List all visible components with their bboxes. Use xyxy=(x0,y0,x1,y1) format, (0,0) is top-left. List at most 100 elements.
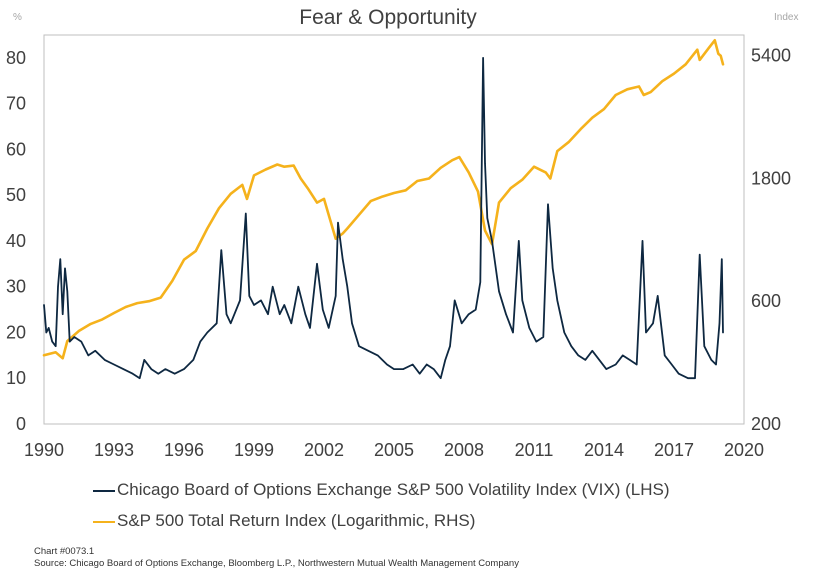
sp500-point-23 xyxy=(283,166,285,168)
left-y-tick-label-80: 80 xyxy=(6,48,26,68)
sp500-point-36 xyxy=(405,189,407,191)
vix-point-105 xyxy=(687,377,689,379)
vix-point-94 xyxy=(615,363,617,366)
sp500-point-47 xyxy=(510,187,512,189)
sp500-point-57 xyxy=(615,94,617,96)
vix-point-28 xyxy=(206,331,208,334)
vix-point-85 xyxy=(552,267,554,269)
sp500-point-52 xyxy=(556,150,558,152)
sp500-point-25 xyxy=(300,177,302,180)
left-y-tick-label-30: 30 xyxy=(6,277,26,297)
left-axis-unit: % xyxy=(13,12,22,23)
vix-point-89 xyxy=(577,354,579,356)
sp500-point-20 xyxy=(253,174,255,176)
sp500-point-66 xyxy=(699,59,701,61)
vix-point-33 xyxy=(239,299,241,301)
vix-point-10 xyxy=(69,341,71,343)
sp500-point-17 xyxy=(230,193,232,195)
sp500-point-58 xyxy=(626,88,628,90)
legend-item-vix: Chicago Board of Options Exchange S&P 50… xyxy=(93,480,669,500)
sp500-point-70 xyxy=(720,55,722,57)
sp500-point-29 xyxy=(335,238,337,240)
vix-point-95 xyxy=(622,354,624,356)
sp500-point-16 xyxy=(218,207,220,209)
sp500-point-67 xyxy=(708,47,710,49)
vix-point-48 xyxy=(328,327,330,329)
sp500-point-68 xyxy=(714,39,716,41)
vix-point-15 xyxy=(104,359,106,361)
vix-point-72 xyxy=(482,57,484,59)
vix-point-73 xyxy=(484,162,486,164)
vix-points xyxy=(43,57,724,379)
vix-point-39 xyxy=(272,286,274,288)
vix-point-32 xyxy=(230,322,232,324)
vix-point-42 xyxy=(290,322,292,324)
vix-point-103 xyxy=(671,363,673,366)
sp500-point-2 xyxy=(62,357,64,359)
x-tick-label-1993: 1993 xyxy=(94,440,134,460)
sp500-point-28 xyxy=(323,198,325,200)
sp500-point-9 xyxy=(136,302,138,304)
vix-point-91 xyxy=(591,350,593,352)
sp500-point-4 xyxy=(78,330,80,332)
vix-point-26 xyxy=(192,359,194,361)
vix-point-46 xyxy=(316,263,318,265)
vix-point-53 xyxy=(351,322,353,324)
vix-point-19 xyxy=(139,377,141,379)
vix-point-81 xyxy=(528,327,530,329)
vix-point-8 xyxy=(64,267,66,269)
vix-point-36 xyxy=(253,304,255,306)
sp500-point-46 xyxy=(498,202,500,204)
vix-point-55 xyxy=(367,350,369,352)
vix-point-47 xyxy=(322,309,324,311)
vix-point-7 xyxy=(62,313,64,315)
sp500-point-48 xyxy=(521,179,523,181)
vix-point-101 xyxy=(657,295,659,297)
legend-swatch-sp500 xyxy=(93,520,115,523)
vix-point-54 xyxy=(358,345,360,347)
right-y-tick-label-600: 600 xyxy=(751,291,781,311)
sp500-point-37 xyxy=(416,180,418,182)
chart-title: Fear & Opportunity xyxy=(299,6,477,29)
right-y-tick-label-5400: 5400 xyxy=(751,46,791,66)
vix-point-61 xyxy=(419,373,421,375)
vix-point-22 xyxy=(157,373,159,375)
vix-point-50 xyxy=(337,222,339,224)
vix-point-92 xyxy=(598,359,600,361)
sp500-point-34 xyxy=(381,196,383,198)
right-y-axis: 200 600 1800 5400 xyxy=(751,46,791,434)
vix-point-52 xyxy=(346,286,348,288)
vix-point-11 xyxy=(73,336,75,338)
vix-point-68 xyxy=(461,322,463,324)
vix-point-70 xyxy=(475,309,477,311)
vix-point-56 xyxy=(377,354,379,356)
vix-point-20 xyxy=(143,359,145,361)
x-tick-label-2014: 2014 xyxy=(584,440,624,460)
vix-point-31 xyxy=(225,313,228,315)
sp500-point-30 xyxy=(342,232,344,235)
vix-point-60 xyxy=(412,363,414,366)
sp500-point-71 xyxy=(722,63,724,65)
vix-point-49 xyxy=(335,295,337,297)
left-y-tick-label-50: 50 xyxy=(6,185,26,205)
sp500-point-61 xyxy=(650,91,652,93)
series-line-sp500 xyxy=(42,38,725,360)
sp500-point-62 xyxy=(661,80,663,82)
vix-point-44 xyxy=(304,313,306,315)
vix-point-21 xyxy=(150,368,152,370)
vix-point-78 xyxy=(512,331,514,334)
sp500-point-53 xyxy=(568,141,570,143)
vix-point-80 xyxy=(521,299,523,301)
vix-point-41 xyxy=(283,304,285,306)
vix-point-108 xyxy=(703,345,705,347)
vix-point-86 xyxy=(556,299,558,301)
sp500-point-6 xyxy=(101,318,103,320)
right-y-tick-label-1800: 1800 xyxy=(751,168,791,188)
left-y-tick-label-60: 60 xyxy=(6,139,26,159)
left-y-tick-label-70: 70 xyxy=(6,94,26,114)
vix-point-37 xyxy=(260,299,262,301)
vix-point-75 xyxy=(491,240,493,242)
x-tick-label-2008: 2008 xyxy=(444,440,484,460)
vix-point-111 xyxy=(718,322,721,324)
vix-point-71 xyxy=(479,281,481,283)
